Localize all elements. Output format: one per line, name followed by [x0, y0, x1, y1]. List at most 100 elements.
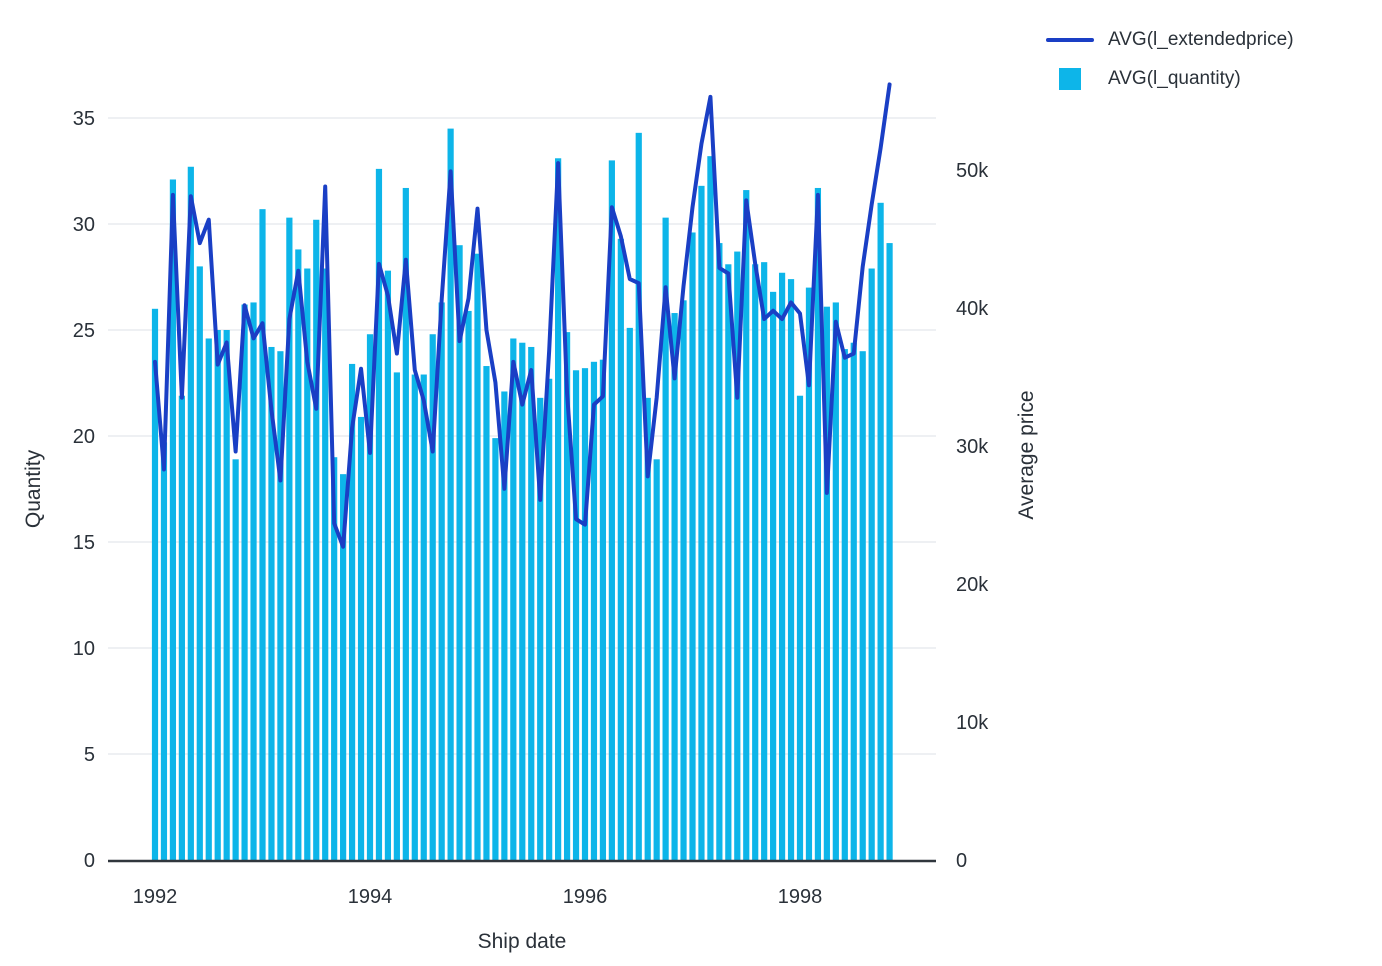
quantity-bar — [644, 397, 651, 860]
quantity-bar — [796, 395, 804, 860]
quantity-bar — [850, 342, 857, 861]
legend-item-extendedprice[interactable]: AVG(l_extendedprice) — [1046, 28, 1294, 52]
quantity-bar — [832, 302, 839, 860]
quantity-bar — [841, 349, 848, 860]
quantity-bar — [671, 313, 678, 860]
x-axis-tick-label: 1996 — [563, 886, 608, 908]
quantity-bar — [322, 268, 329, 860]
quantity-bar — [250, 302, 257, 860]
quantity-bar — [366, 334, 374, 860]
quantity-bar — [313, 219, 320, 860]
left-axis-tick-label: 25 — [73, 320, 95, 342]
legend-item-quantity[interactable]: AVG(l_quantity) — [1046, 67, 1294, 91]
x-axis-tick-label: 1992 — [133, 886, 178, 908]
quantity-bar — [420, 374, 427, 860]
quantity-bar — [268, 346, 275, 861]
quantity-bar — [519, 342, 526, 861]
left-axis-title: Quantity — [22, 449, 45, 528]
quantity-bar — [501, 391, 508, 860]
quantity-bar — [304, 268, 311, 860]
x-axis-title: Ship date — [478, 930, 567, 953]
quantity-bar — [295, 249, 302, 860]
quantity-bar — [205, 338, 212, 861]
quantity-bars — [151, 128, 893, 861]
quantity-bar — [357, 416, 365, 860]
quantity-bar — [393, 372, 400, 860]
x-axis-tick-label: 1994 — [348, 886, 393, 908]
left-axis-tick-label: 10 — [73, 638, 95, 660]
quantity-bar — [752, 264, 759, 860]
quantity-bar — [662, 217, 669, 860]
quantity-bar — [563, 332, 571, 860]
quantity-bar — [331, 457, 338, 860]
quantity-bar — [492, 438, 499, 860]
quantity-bar — [151, 308, 159, 860]
left-axis-tick-label: 0 — [84, 850, 95, 872]
quantity-bar — [214, 330, 221, 860]
quantity-bar — [572, 370, 580, 860]
quantity-bar — [787, 279, 795, 860]
x-axis-tick-label: 1998 — [778, 886, 823, 908]
left-axis-tick-label: 5 — [84, 744, 95, 766]
quantity-bar — [447, 128, 454, 861]
quantity-bar — [178, 395, 185, 860]
quantity-bar — [465, 310, 472, 860]
line-series-swatch-icon — [1046, 38, 1094, 42]
quantity-bar — [555, 158, 562, 860]
quantity-bar — [456, 245, 463, 860]
right-axis-tick-label: 20k — [956, 574, 989, 596]
quantity-bar — [546, 378, 553, 860]
quantity-bar — [232, 459, 239, 860]
quantity-bar — [635, 132, 642, 861]
quantity-bar — [429, 334, 436, 860]
right-axis-tick-label: 40k — [956, 298, 989, 320]
quantity-bar — [761, 262, 768, 860]
quantity-bar — [770, 291, 777, 861]
legend-label-quantity: AVG(l_quantity) — [1108, 68, 1241, 89]
left-axis-tick-label: 35 — [73, 108, 95, 130]
bar-series-swatch-icon — [1059, 68, 1081, 90]
quantity-bar — [223, 330, 230, 860]
extendedprice-line — [153, 82, 892, 549]
price-line — [153, 82, 892, 549]
quantity-bar — [716, 243, 723, 860]
quantity-bar — [160, 442, 168, 860]
quantity-bar — [778, 272, 786, 860]
quantity-bar — [241, 304, 248, 860]
quantity-bar — [510, 338, 517, 861]
quantity-bar — [617, 238, 624, 861]
quantity-bar — [384, 270, 392, 860]
quantity-bar — [868, 268, 875, 860]
right-axis-tick-label: 0 — [956, 850, 967, 872]
right-axis-tick-label: 30k — [956, 436, 989, 458]
quantity-bar — [877, 202, 884, 861]
quantity-bar — [483, 366, 490, 860]
left-axis-tick-label: 15 — [73, 532, 95, 554]
quantity-bar — [626, 327, 633, 860]
quantity-bar — [286, 217, 293, 860]
quantity-bar — [689, 232, 696, 861]
legend: AVG(l_extendedprice) AVG(l_quantity) — [1046, 28, 1294, 91]
quantity-bar — [187, 166, 194, 860]
quantity-bar — [680, 300, 687, 860]
quantity-bar — [348, 363, 356, 860]
left-axis-tick-label: 30 — [73, 214, 95, 236]
legend-label-extendedprice: AVG(l_extendedprice) — [1108, 29, 1294, 50]
quantity-bar — [608, 160, 615, 860]
quantity-bar — [590, 361, 598, 860]
quantity-bar — [859, 351, 866, 860]
quantity-bar — [743, 190, 750, 860]
quantity-bar — [528, 346, 535, 861]
quantity-bar — [698, 185, 705, 861]
quantity-bar — [734, 251, 741, 860]
quantity-bar — [402, 187, 409, 860]
quantity-bar — [196, 266, 203, 860]
tick-labels: 0 5 10 15 20 25 30 35 0 10k 20k 30k 40k 50k 1992 1994 19… — [73, 108, 989, 908]
quantity-bar — [259, 209, 266, 860]
quantity-bar — [653, 459, 660, 860]
quantity-bar — [814, 187, 822, 860]
quantity-bar — [411, 374, 418, 860]
quantity-bar — [438, 302, 445, 860]
quantity-bar — [581, 368, 589, 860]
quantity-bar — [599, 359, 607, 860]
